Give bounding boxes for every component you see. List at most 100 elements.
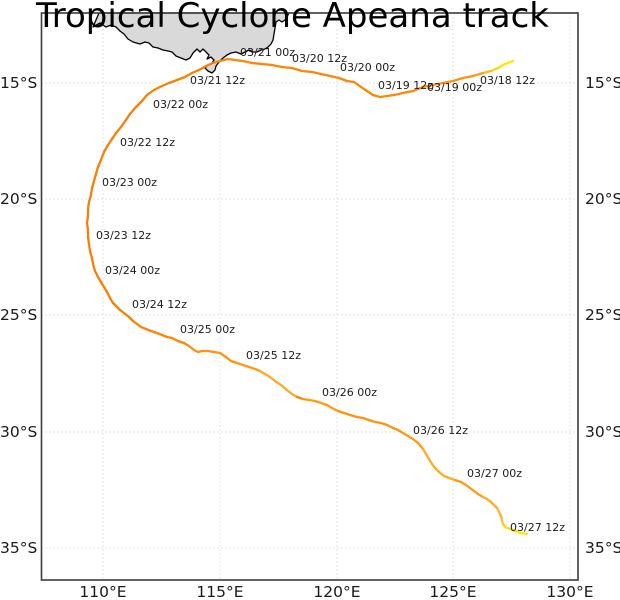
track-time-label: 03/26 00z <box>322 386 377 399</box>
cyclone-track-segment <box>114 125 123 135</box>
cyclone-track-segment <box>471 71 485 78</box>
track-time-label: 03/23 12z <box>96 229 151 242</box>
cyclone-track-segment <box>128 105 138 116</box>
landmass-coastline <box>92 12 290 74</box>
cyclone-track-segment <box>160 81 171 88</box>
cyclone-track-segment <box>280 65 294 70</box>
y-tick-label-right: 20°S <box>585 190 620 208</box>
cyclone-track-segment <box>273 379 283 387</box>
track-time-label: 03/20 00z <box>340 61 395 74</box>
cyclone-track-segment <box>233 58 245 63</box>
cyclone-track-segment <box>310 70 323 76</box>
cyclone-track-segment <box>119 118 128 129</box>
cyclone-track-segment <box>89 186 94 197</box>
cyclone-track-segment <box>90 179 96 190</box>
cyclone-track-segment <box>167 78 179 85</box>
track-time-label: 03/21 00z <box>240 46 295 59</box>
track-time-label: 03/25 00z <box>180 323 235 336</box>
cyclone-track-segment <box>91 262 97 273</box>
cyclone-track-segment <box>328 74 341 80</box>
cyclone-track-segment <box>86 235 91 246</box>
chart-title: Tropical Cyclone Apeana track <box>35 0 549 36</box>
track-time-label: 03/24 00z <box>105 264 160 277</box>
cyclone-track-segment <box>218 351 228 359</box>
cyclone-track-segment <box>279 383 289 392</box>
cyclone-track-segment <box>359 85 369 93</box>
x-tick-label: 130°E <box>546 583 594 600</box>
cyclone-track-segment <box>145 88 156 97</box>
cyclone-track-segment <box>431 81 445 87</box>
cyclone-track-segment <box>99 150 106 162</box>
y-tick-label-left: 35°S <box>0 539 38 557</box>
cyclone-track-segment <box>110 131 118 141</box>
cyclone-track-segment <box>451 76 465 83</box>
cyclone-track-segment <box>175 75 187 82</box>
cyclone-track-segment <box>241 59 254 65</box>
cyclone-track-segment <box>411 85 425 93</box>
track-time-label: 03/26 12z <box>413 424 468 437</box>
cyclone-track-segment <box>250 61 264 66</box>
cyclone-track-segment <box>183 71 194 79</box>
track-time-label: 03/19 00z <box>427 81 482 94</box>
cyclone-track-segment <box>421 83 435 89</box>
cyclone-track-segment <box>197 64 208 72</box>
track-time-label: 03/20 12z <box>292 52 347 65</box>
cyclone-track-segment <box>260 62 274 67</box>
cyclone-track-segment <box>385 93 396 98</box>
plot-border <box>40 12 579 581</box>
cyclone-track-segment <box>348 413 359 419</box>
cyclone-track-segment <box>345 79 356 84</box>
cyclone-track-segment <box>88 249 94 260</box>
cyclone-track-segment <box>319 72 332 78</box>
cyclone-track-segment <box>226 57 237 62</box>
cyclone-track-segment <box>489 66 500 73</box>
cyclone-track-segment <box>300 69 314 74</box>
cyclone-track-segment <box>96 158 103 169</box>
cyclone-track-segment <box>85 221 90 232</box>
cyclone-track-segment <box>102 143 110 154</box>
cyclone-track-segment <box>352 80 363 89</box>
cyclone-track-segment <box>519 531 529 536</box>
track-time-label: 03/18 12z <box>480 74 535 87</box>
cyclone-track-segment <box>218 57 230 63</box>
x-tick-label: 125°E <box>429 583 477 600</box>
cyclone-track-segment <box>481 69 493 75</box>
cyclone-track-segment <box>290 66 304 73</box>
y-tick-label-left: 20°S <box>0 190 38 208</box>
cyclone-track-segment <box>416 441 425 451</box>
track-time-label: 03/21 12z <box>190 74 245 87</box>
track-time-label: 03/23 00z <box>102 176 157 189</box>
track-time-label: 03/27 12z <box>510 521 565 534</box>
x-tick-label: 120°E <box>313 583 361 600</box>
cyclone-track-segment <box>496 62 507 70</box>
cyclone-track-segment <box>106 137 114 147</box>
cyclone-track-segment <box>87 242 92 253</box>
cyclone-track-segment <box>134 99 144 109</box>
cyclone-track-segment <box>190 68 201 75</box>
cyclone-track-segment <box>503 59 515 66</box>
cyclone-track-segment <box>378 94 389 99</box>
cyclone-track-segment <box>371 93 382 99</box>
cyclone-track-segment <box>85 214 90 225</box>
cyclone-track-segment <box>124 112 132 122</box>
x-tick-label: 110°E <box>79 583 127 600</box>
y-tick-label-right: 30°S <box>585 423 620 441</box>
track-time-label: 03/22 12z <box>120 136 175 149</box>
cyclone-track-segment <box>92 172 98 183</box>
track-time-label: 03/27 00z <box>467 467 522 480</box>
track-time-label: 03/19 12z <box>378 79 433 92</box>
cyclone-track-segment <box>87 193 93 204</box>
y-tick-label-right: 15°S <box>585 74 620 92</box>
track-time-label: 03/25 12z <box>246 349 301 362</box>
cyclone-track-segment <box>86 200 91 211</box>
y-tick-label-left: 30°S <box>0 423 38 441</box>
cyclone-track-segment <box>140 93 149 103</box>
y-tick-label-right: 25°S <box>585 306 620 324</box>
y-tick-label-right: 35°S <box>585 539 620 557</box>
cyclone-track-segment <box>441 79 455 85</box>
cyclone-track-segment <box>270 63 284 69</box>
cyclone-track-segment <box>94 165 100 176</box>
y-tick-label-left: 15°S <box>0 74 38 92</box>
